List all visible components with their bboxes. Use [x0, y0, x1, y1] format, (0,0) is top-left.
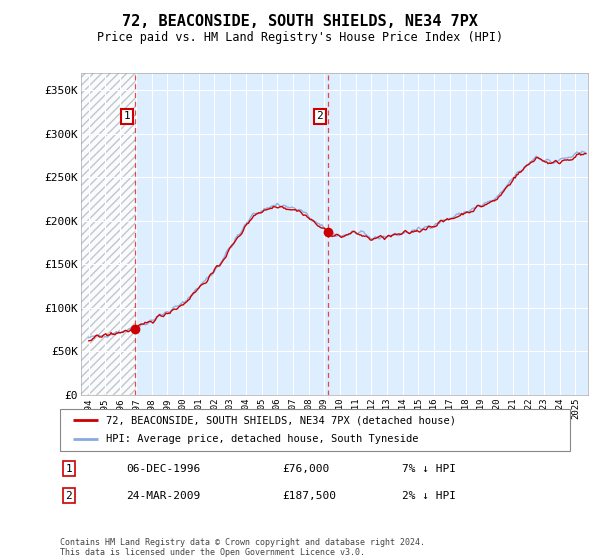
- Text: 2: 2: [65, 491, 73, 501]
- Text: Price paid vs. HM Land Registry's House Price Index (HPI): Price paid vs. HM Land Registry's House …: [97, 31, 503, 44]
- Text: 2% ↓ HPI: 2% ↓ HPI: [402, 491, 456, 501]
- Text: 1: 1: [65, 464, 73, 474]
- Text: 2: 2: [317, 111, 323, 122]
- Text: 1: 1: [124, 111, 130, 122]
- Text: 7% ↓ HPI: 7% ↓ HPI: [402, 464, 456, 474]
- Text: 06-DEC-1996: 06-DEC-1996: [126, 464, 200, 474]
- Bar: [81, 73, 134, 395]
- Text: 72, BEACONSIDE, SOUTH SHIELDS, NE34 7PX: 72, BEACONSIDE, SOUTH SHIELDS, NE34 7PX: [122, 14, 478, 29]
- Text: HPI: Average price, detached house, South Tyneside: HPI: Average price, detached house, Sout…: [106, 435, 418, 445]
- FancyBboxPatch shape: [60, 409, 570, 451]
- Text: Contains HM Land Registry data © Crown copyright and database right 2024.
This d: Contains HM Land Registry data © Crown c…: [60, 538, 425, 557]
- Text: 24-MAR-2009: 24-MAR-2009: [126, 491, 200, 501]
- Text: £187,500: £187,500: [282, 491, 336, 501]
- Text: 72, BEACONSIDE, SOUTH SHIELDS, NE34 7PX (detached house): 72, BEACONSIDE, SOUTH SHIELDS, NE34 7PX …: [106, 415, 456, 425]
- Text: £76,000: £76,000: [282, 464, 329, 474]
